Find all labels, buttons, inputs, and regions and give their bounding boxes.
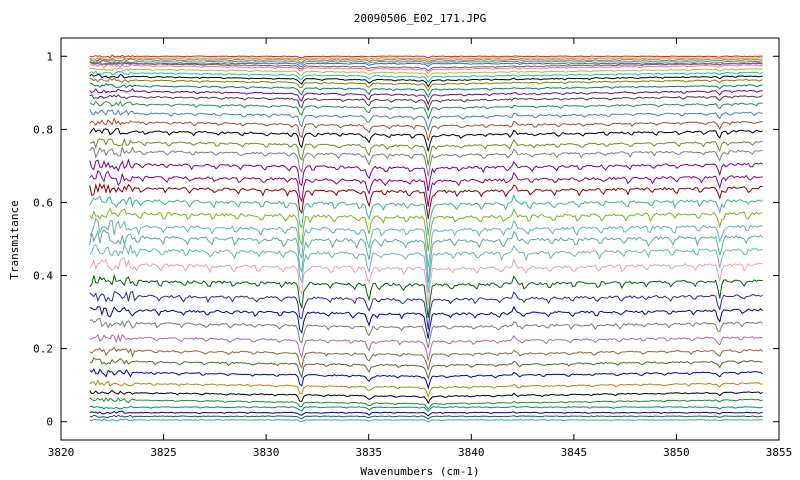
y-tick-label: 0.8 <box>33 123 53 136</box>
series-line <box>89 145 763 177</box>
series-line <box>89 273 763 318</box>
series-line <box>89 70 763 84</box>
x-tick-label: 3825 <box>150 446 177 459</box>
x-tick-label: 3855 <box>766 446 793 459</box>
y-tick-label: 0.4 <box>33 270 53 283</box>
series-line <box>89 117 763 142</box>
series-line <box>89 193 763 236</box>
series-line <box>89 127 763 152</box>
series-line <box>89 170 763 207</box>
series-line <box>89 357 763 381</box>
y-tick-label: 1 <box>46 50 53 63</box>
series-line <box>89 405 763 412</box>
series-group <box>89 54 763 423</box>
series-line <box>89 217 763 268</box>
plot-frame <box>60 37 780 441</box>
series-line <box>89 61 763 68</box>
series-line <box>89 66 763 79</box>
series-line <box>89 414 763 420</box>
series-line <box>89 243 763 293</box>
series-line <box>89 182 763 219</box>
series-line <box>89 228 763 284</box>
series-line <box>89 58 763 64</box>
series-line <box>89 88 763 106</box>
series-line <box>89 137 763 166</box>
series-line <box>89 77 763 92</box>
y-tick-label: 0.6 <box>33 196 53 209</box>
x-axis: 3820 3825 3830 3835 3840 3845 3850 3855 <box>48 38 793 459</box>
series-line <box>89 62 763 74</box>
series-line <box>89 346 763 371</box>
y-tick-label: 0.2 <box>33 343 53 356</box>
series-line <box>89 207 763 252</box>
series-line <box>89 317 763 349</box>
series-line <box>89 94 763 112</box>
series-line <box>89 100 763 121</box>
x-tick-label: 3850 <box>663 446 690 459</box>
series-line <box>89 108 763 132</box>
series-line <box>89 257 763 306</box>
y-axis-label: Transmitance <box>8 200 21 279</box>
series-line <box>89 56 763 61</box>
x-tick-label: 3820 <box>48 446 75 459</box>
series-line <box>89 82 763 99</box>
series-line <box>89 410 763 417</box>
y-tick-label: 0 <box>46 416 53 429</box>
series-line <box>89 305 763 339</box>
series-line <box>89 73 763 88</box>
x-tick-label: 3830 <box>253 446 280 459</box>
x-axis-label: Wavenumbers (cm-1) <box>360 465 479 478</box>
series-line <box>89 290 763 330</box>
series-line <box>89 59 763 65</box>
x-tick-label: 3840 <box>458 446 485 459</box>
x-tick-label: 3845 <box>561 446 588 459</box>
series-line <box>89 397 763 410</box>
series-line <box>89 368 763 390</box>
chart-title: 20090506_E02_171.JPG <box>354 12 486 25</box>
x-tick-label: 3835 <box>355 446 382 459</box>
series-line <box>89 158 763 191</box>
y-axis: 0 0.2 0.4 0.6 0.8 1 <box>33 50 779 429</box>
series-line <box>89 418 763 423</box>
series-line <box>89 389 763 405</box>
series-line <box>89 61 763 72</box>
series-line <box>89 379 763 398</box>
series-line <box>89 333 763 361</box>
series-line <box>89 54 763 59</box>
